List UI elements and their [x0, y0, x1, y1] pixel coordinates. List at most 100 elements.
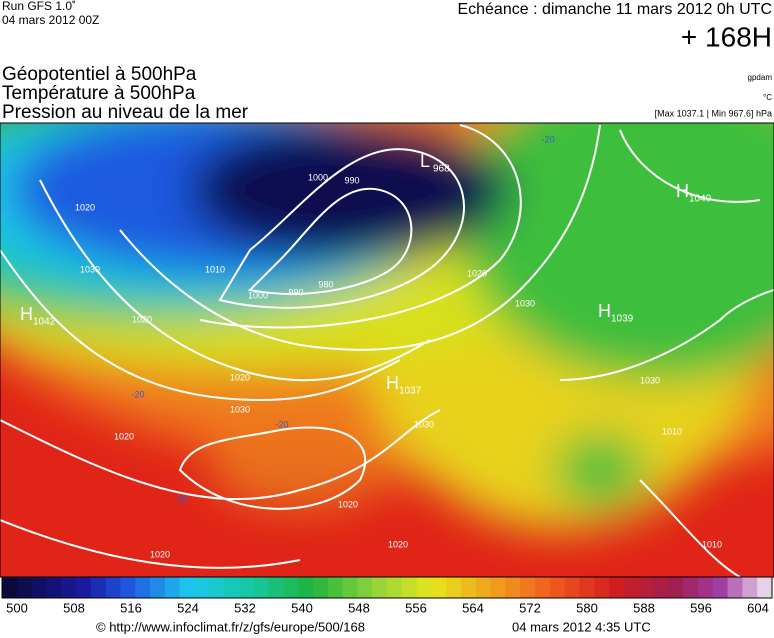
- pressure-center: H 1040: [676, 181, 712, 205]
- colorbar-swatch: [490, 577, 506, 598]
- isobar-label: 1020: [338, 499, 358, 509]
- colorbar-label: 540: [291, 600, 313, 615]
- colorbar-swatch: [312, 577, 329, 598]
- temperature-label: -20: [61, 154, 74, 164]
- pressure-center: H 1039: [598, 301, 634, 325]
- colorbar-swatch: [638, 577, 655, 598]
- colorbar-swatch: [150, 577, 166, 598]
- colorbar-swatch: [475, 577, 492, 598]
- colorbar-swatch: [31, 577, 47, 598]
- colorbar-swatch: [61, 577, 77, 598]
- colorbar-label: 548: [348, 600, 370, 615]
- center-value: 1039: [611, 314, 634, 325]
- colorbar-swatch: [342, 577, 358, 598]
- colorbar-swatch: [461, 577, 477, 598]
- isobar-label: 1020: [114, 431, 134, 441]
- temperature-label: -20: [541, 134, 554, 144]
- colorbar-swatch: [609, 577, 625, 598]
- colorbar-swatch: [594, 577, 610, 598]
- colorbar-swatch: [2, 577, 18, 598]
- colorbar-swatch: [268, 577, 284, 598]
- colorbar-swatch: [668, 577, 684, 598]
- colorbar-swatch: [372, 577, 388, 598]
- pressure-center: L 968: [420, 151, 450, 175]
- run-date: 04 mars 2012 00Z: [2, 13, 99, 27]
- unit-label: gpdam: [748, 73, 773, 82]
- colorbar-swatch: [712, 577, 729, 598]
- colorbar-swatch: [623, 577, 640, 598]
- center-letter: H: [598, 301, 611, 321]
- isobar-label: 1020: [150, 549, 170, 559]
- colorbar-swatch: [357, 577, 373, 598]
- pressure-center: H 1042: [20, 304, 56, 328]
- isobar-label: 1030: [80, 264, 100, 274]
- map: [0, 123, 774, 577]
- colorbar-swatch: [697, 577, 714, 598]
- isobar-label: 1020: [467, 268, 487, 278]
- isobar-label: 990: [344, 175, 359, 185]
- center-letter: H: [386, 373, 399, 393]
- colorbar-swatch: [564, 577, 580, 598]
- isobar-label: 1000: [308, 172, 328, 182]
- colorbar-label: 524: [177, 600, 199, 615]
- colorbar-swatch: [179, 577, 195, 598]
- colorbar-label: 516: [120, 600, 142, 615]
- footer-timestamp: 04 mars 2012 4:35 UTC: [512, 619, 651, 634]
- range-label: [Max 1037.1 | Min 967.6] hPa: [655, 108, 772, 118]
- isobar-label: 1000: [248, 290, 268, 300]
- temperature-label: -20: [275, 419, 288, 429]
- pressure-center: H 1037: [386, 373, 422, 397]
- colorbar-swatch: [505, 577, 521, 598]
- colorbar-swatch: [76, 577, 92, 598]
- colorbar-swatch: [105, 577, 121, 598]
- colorbar-swatch: [298, 577, 314, 598]
- isobar-label: 980: [318, 279, 333, 289]
- colorbar-swatch: [209, 577, 225, 598]
- colorbar-swatch: [387, 577, 403, 598]
- colorbar-swatch: [742, 577, 758, 598]
- colorbar-label: 556: [405, 600, 427, 615]
- isobar-label: 990: [288, 287, 303, 297]
- colorbar-frame: [1, 576, 773, 599]
- field-label: Température à 500hPa: [2, 83, 196, 104]
- colorbar-label: 580: [576, 600, 598, 615]
- isobar-label: 1010: [662, 426, 682, 436]
- colorbar-swatch: [401, 577, 418, 598]
- forecast-label: Echéance : dimanche 11 mars 2012 0h UTC: [457, 1, 772, 18]
- colorbar-label: 564: [462, 600, 484, 615]
- isobar-label: 1020: [388, 539, 408, 549]
- colorbar-swatch: [164, 577, 181, 598]
- isobar-label: 1020: [75, 202, 95, 212]
- colorbar-swatch: [727, 577, 743, 598]
- colorbar-swatch: [683, 577, 699, 598]
- colorbar-swatch: [224, 577, 240, 598]
- footer-url: © http://www.infoclimat.fr/z/gfs/europe/…: [96, 619, 365, 634]
- colorbar-label: 508: [63, 600, 85, 615]
- colorbar-swatch: [520, 577, 536, 598]
- temperature-label: -20: [174, 494, 187, 504]
- colorbar-label: 604: [747, 600, 769, 615]
- colorbar-swatch: [120, 577, 136, 598]
- colorbar-swatch: [653, 577, 669, 598]
- colorbar-label: 532: [234, 600, 256, 615]
- colorbar-swatch: [16, 577, 33, 598]
- unit-label: °C: [763, 93, 772, 102]
- colorbar-swatch: [416, 577, 432, 598]
- center-letter: L: [420, 151, 430, 171]
- colorbar-swatch: [446, 577, 462, 598]
- center-letter: H: [676, 181, 689, 201]
- colorbar-swatch: [431, 577, 447, 598]
- run-label: Run GFS 1.0˚: [2, 0, 76, 13]
- colorbar-swatch: [579, 577, 595, 598]
- colorbar-swatch: [238, 577, 255, 598]
- center-letter: H: [20, 304, 33, 324]
- colorbar-label: 500: [6, 600, 28, 615]
- colorbar-label: 572: [519, 600, 541, 615]
- colorbar-swatch: [46, 577, 62, 598]
- temperature-label: -20: [131, 389, 144, 399]
- isobar-label: 1010: [205, 264, 225, 274]
- colorbar-swatch: [90, 577, 107, 598]
- colorbar-label: 588: [633, 600, 655, 615]
- colorbar-swatch: [194, 577, 210, 598]
- colorbar-swatch: [283, 577, 299, 598]
